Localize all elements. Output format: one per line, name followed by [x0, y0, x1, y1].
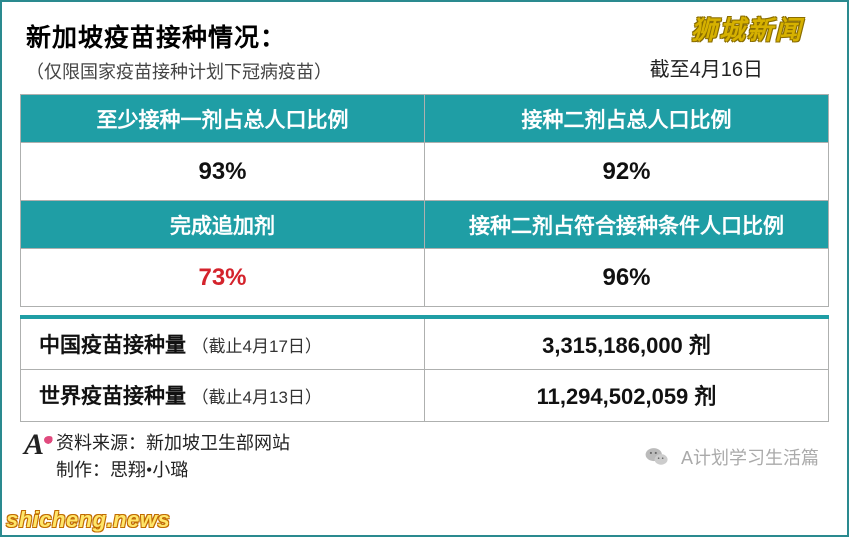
metric-value: 93%	[21, 143, 425, 201]
page-subtitle: （仅限国家疫苗接种计划下冠病疫苗）	[26, 58, 332, 84]
metric-value: 96%	[425, 249, 829, 307]
table-row: 93% 92%	[21, 143, 829, 201]
table-row: 至少接种一剂占总人口比例 接种二剂占总人口比例	[21, 95, 829, 143]
metric-header: 接种二剂占符合接种条件人口比例	[425, 201, 829, 249]
lower-label-cell: 世界疫苗接种量 （截止4月13日）	[21, 369, 425, 421]
watermark-bottom-left: shicheng.news	[6, 507, 170, 533]
lower-label-title: 世界疫苗接种量	[39, 385, 186, 408]
source-value: 新加坡卫生部网站	[146, 433, 290, 453]
table-row: 世界疫苗接种量 （截止4月13日） 11,294,502,059 剂	[21, 369, 829, 421]
footer-right: A计划学习生活篇	[643, 443, 819, 471]
lower-label-title: 中国疫苗接种量	[39, 334, 186, 357]
header-left: 新加坡疫苗接种情况： （仅限国家疫苗接种计划下冠病疫苗）	[26, 18, 332, 84]
footer-right-text: A计划学习生活篇	[681, 444, 819, 470]
a-plan-logo: A	[24, 430, 44, 460]
header: 新加坡疫苗接种情况： （仅限国家疫苗接种计划下冠病疫苗） 截至4月16日	[20, 14, 829, 94]
metric-header: 至少接种一剂占总人口比例	[21, 95, 425, 143]
source-line: 资料来源：新加坡卫生部网站	[56, 430, 290, 457]
lower-label-date: （截止4月17日）	[192, 337, 322, 356]
table-row: 中国疫苗接种量 （截止4月17日） 3,315,186,000 剂	[21, 317, 829, 369]
lower-label-date: （截止4月13日）	[192, 388, 322, 407]
footer-text: 资料来源：新加坡卫生部网站 制作：思翔•小璐	[56, 430, 290, 484]
made-by-value: 思翔•小璐	[110, 460, 188, 480]
metric-header: 接种二剂占总人口比例	[425, 95, 829, 143]
metric-header: 完成追加剂	[21, 201, 425, 249]
footer-left: A 资料来源：新加坡卫生部网站 制作：思翔•小璐	[24, 430, 290, 484]
lower-table: 中国疫苗接种量 （截止4月17日） 3,315,186,000 剂 世界疫苗接种…	[20, 315, 829, 422]
lower-label-cell: 中国疫苗接种量 （截止4月17日）	[21, 317, 425, 369]
metric-value-highlight: 73%	[21, 249, 425, 307]
lower-value-cell: 3,315,186,000 剂	[425, 317, 829, 369]
wechat-icon	[643, 443, 671, 471]
as-of-date: 截至4月16日	[650, 53, 823, 84]
vaccine-infographic: 狮城新闻 新加坡疫苗接种情况： （仅限国家疫苗接种计划下冠病疫苗） 截至4月16…	[0, 0, 849, 537]
page-title: 新加坡疫苗接种情况：	[26, 18, 332, 54]
source-label: 资料来源：	[56, 433, 146, 453]
table-row: 73% 96%	[21, 249, 829, 307]
metric-value: 92%	[425, 143, 829, 201]
made-by-line: 制作：思翔•小璐	[56, 457, 290, 484]
made-by-label: 制作：	[56, 460, 110, 480]
table-row: 完成追加剂 接种二剂占符合接种条件人口比例	[21, 201, 829, 249]
footer: A 资料来源：新加坡卫生部网站 制作：思翔•小璐	[20, 422, 829, 484]
main-table: 至少接种一剂占总人口比例 接种二剂占总人口比例 93% 92% 完成追加剂 接种…	[20, 94, 829, 307]
lower-value-cell: 11,294,502,059 剂	[425, 369, 829, 421]
